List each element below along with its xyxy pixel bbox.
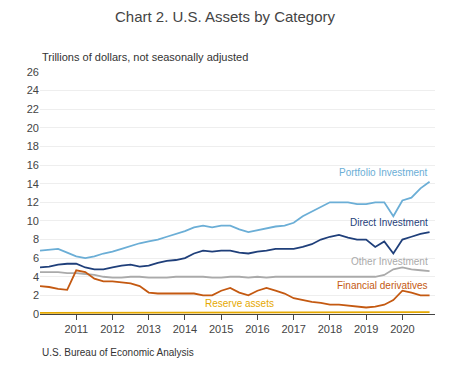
- svg-text:2: 2: [33, 289, 39, 301]
- svg-text:6: 6: [33, 252, 39, 264]
- svg-text:10: 10: [27, 215, 39, 227]
- svg-text:26: 26: [27, 66, 39, 78]
- svg-text:8: 8: [33, 233, 39, 245]
- svg-text:2013: 2013: [136, 323, 160, 335]
- svg-text:14: 14: [27, 178, 39, 190]
- svg-text:Other Investment: Other Investment: [351, 256, 428, 267]
- svg-text:Reserve assets: Reserve assets: [205, 298, 274, 309]
- svg-text:0: 0: [33, 308, 39, 320]
- svg-text:Chart 2. U.S. Assets by Catego: Chart 2. U.S. Assets by Category: [115, 8, 336, 25]
- svg-text:22: 22: [27, 103, 39, 115]
- svg-text:18: 18: [27, 140, 39, 152]
- svg-text:2014: 2014: [173, 323, 197, 335]
- svg-text:2011: 2011: [64, 323, 88, 335]
- svg-text:2012: 2012: [100, 323, 124, 335]
- svg-text:12: 12: [27, 196, 39, 208]
- svg-text:2016: 2016: [245, 323, 269, 335]
- svg-text:2018: 2018: [318, 323, 342, 335]
- svg-text:24: 24: [27, 84, 39, 96]
- svg-text:Direct Investment: Direct Investment: [350, 217, 428, 228]
- svg-text:Trillions of dollars, not seas: Trillions of dollars, not seasonally adj…: [42, 51, 248, 63]
- svg-text:Financial derivatives: Financial derivatives: [337, 280, 428, 291]
- svg-text:2015: 2015: [209, 323, 233, 335]
- svg-text:2019: 2019: [354, 323, 378, 335]
- svg-text:4: 4: [33, 271, 39, 283]
- svg-text:20: 20: [27, 122, 39, 134]
- svg-text:16: 16: [27, 159, 39, 171]
- svg-text:2020: 2020: [390, 323, 414, 335]
- svg-text:U.S. Bureau of Economic Analys: U.S. Bureau of Economic Analysis: [42, 347, 194, 358]
- svg-text:Portfolio Investment: Portfolio Investment: [339, 167, 428, 178]
- svg-text:2017: 2017: [281, 323, 305, 335]
